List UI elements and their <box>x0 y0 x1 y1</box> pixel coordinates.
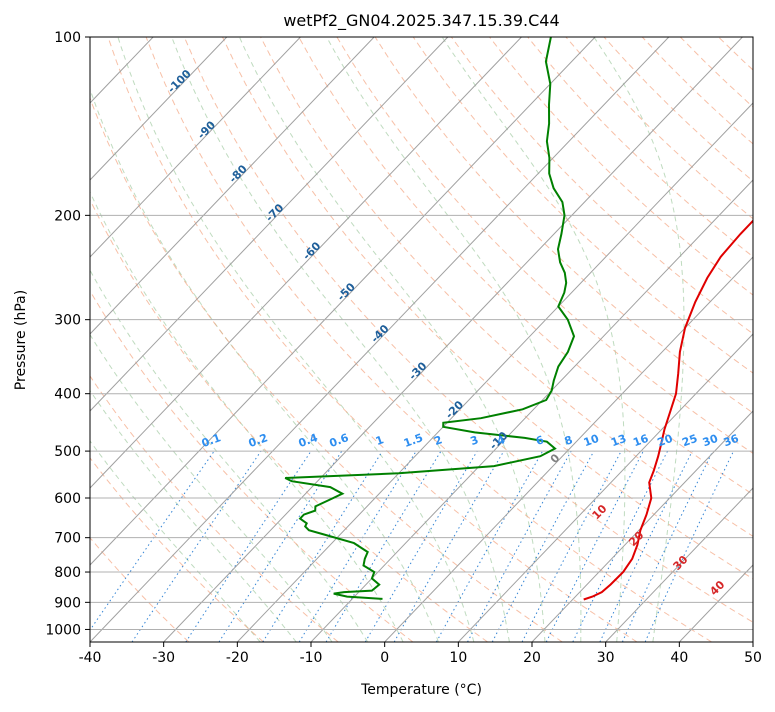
x-tick-label: -20 <box>226 650 249 666</box>
dry-adiabat-line <box>604 37 775 642</box>
mixing-ratio-label: 0.4 <box>297 431 320 450</box>
mixing-ratio-label: 20 <box>656 432 675 450</box>
chart-title: wetPf2_GN04.2025.347.15.39.C44 <box>283 11 559 31</box>
mixing-ratio-label: 30 <box>701 432 720 450</box>
mixing-ratio-line <box>468 451 572 642</box>
dry-adiabat-line <box>566 37 775 642</box>
y-axis-label: Pressure (hPa) <box>13 290 29 390</box>
mixing-ratio-label: 0.2 <box>247 431 270 450</box>
mixing-ratio-label: 2 <box>432 433 444 448</box>
dry-adiabat-line <box>0 37 263 642</box>
y-tick-label: 700 <box>54 531 81 547</box>
x-tick-label: 30 <box>597 650 615 666</box>
mixing-ratio-label: 10 <box>582 432 601 450</box>
y-tick-label: 800 <box>54 565 81 581</box>
mixing-ratio-label: 8 <box>563 433 575 448</box>
moist-adiabat-line <box>0 37 260 642</box>
isotherm-line <box>753 37 775 642</box>
y-tick-label: 200 <box>54 208 81 224</box>
mixing-ratio-line <box>219 451 342 642</box>
x-tick-label: 10 <box>449 650 467 666</box>
dry-adiabat-line <box>719 37 775 642</box>
mixing-ratio-label: 25 <box>680 432 699 449</box>
isotherm-label: -40 <box>368 322 391 345</box>
dry-adiabat-line <box>146 37 712 642</box>
moist-adiabat-line <box>0 37 332 642</box>
mixing-ratio-label: 0.1 <box>200 431 223 450</box>
isotherm-line <box>16 37 595 642</box>
moist-adiabat-line <box>239 37 545 642</box>
mixing-ratio-label: 13 <box>609 432 628 449</box>
moist-adiabat-line <box>442 37 625 642</box>
x-tick-label: 40 <box>670 650 688 666</box>
x-tick-label: 0 <box>380 650 389 666</box>
mixing-ratio-label: 16 <box>631 432 650 450</box>
mixing-ratio-line <box>436 451 542 642</box>
mixing-ratio-line <box>365 451 477 642</box>
isotherm-label: -50 <box>335 280 358 303</box>
isotherm-line <box>0 37 300 642</box>
mixing-ratio-label: 36 <box>722 432 741 450</box>
isotherm-label: -80 <box>227 162 250 185</box>
dry-adiabat-label: 20 <box>626 529 646 549</box>
dry-adiabat-line <box>261 37 775 642</box>
dry-adiabat-line <box>490 37 775 642</box>
dry-adiabat-line <box>413 37 775 642</box>
x-tick-label: -10 <box>300 650 323 666</box>
moist-adiabat-line <box>0 37 296 642</box>
y-tick-label: 500 <box>54 444 81 460</box>
isotherm-line <box>0 37 79 642</box>
moist-adiabat-line <box>118 37 474 642</box>
dry-adiabat-line <box>757 37 775 642</box>
mixing-ratio-line <box>546 451 643 642</box>
y-tick-label: 400 <box>54 387 81 403</box>
dry-adiabat-line <box>337 37 775 642</box>
moist-adiabat-line <box>74 37 439 642</box>
x-tick-label: 50 <box>744 650 762 666</box>
dry-adiabat-line <box>680 37 775 642</box>
x-tick-label: -40 <box>79 650 102 666</box>
isotherm-line <box>679 37 775 642</box>
axes: -40 -30 -20 -10 0 10 20 30 40 50 100 200 300 400 500 60… <box>45 30 762 666</box>
y-tick-label: 600 <box>54 491 81 507</box>
mixing-ratio-line <box>394 451 504 642</box>
x-tick-label: 20 <box>523 650 541 666</box>
isotherm-line <box>0 37 374 642</box>
moist-adiabat-line <box>37 37 403 642</box>
isotherm-line <box>0 37 6 642</box>
moist-adiabat-line <box>172 37 510 642</box>
dry-adiabat-line <box>451 37 775 642</box>
dry-adiabat-line <box>642 37 775 642</box>
dry-adiabat-line <box>32 37 488 642</box>
x-tick-label: -30 <box>152 650 175 666</box>
isotherm-label: -20 <box>443 398 466 421</box>
y-tick-label: 1000 <box>45 622 81 638</box>
dry-adiabat-line <box>299 37 775 642</box>
mixing-ratio-line <box>573 451 668 642</box>
isotherm-line <box>164 37 743 642</box>
mixing-ratio-label: 0.6 <box>328 431 351 450</box>
isotherm-label: -70 <box>263 201 286 224</box>
y-tick-label: 900 <box>54 595 81 611</box>
dry-adiabat-line <box>528 37 775 642</box>
mixing-ratio-label: 1.5 <box>402 431 425 450</box>
x-axis-label: Temperature (°C) <box>360 682 482 698</box>
mixing-ratio-line <box>186 451 311 642</box>
y-tick-label: 300 <box>54 313 81 329</box>
isotherm-line <box>606 37 775 642</box>
mixing-ratio-line <box>82 451 214 642</box>
isotherm-line <box>0 37 521 642</box>
y-tick-label: 100 <box>54 30 81 46</box>
mixing-ratio-line <box>263 451 383 642</box>
isotherm-label: -90 <box>195 118 218 141</box>
mixing-ratio-line <box>645 451 733 642</box>
mixing-ratio-label: 3 <box>469 433 481 448</box>
dewpoint-profile-line <box>285 37 574 599</box>
mixing-ratio-label: 1 <box>374 433 386 448</box>
background-grid <box>0 37 775 642</box>
